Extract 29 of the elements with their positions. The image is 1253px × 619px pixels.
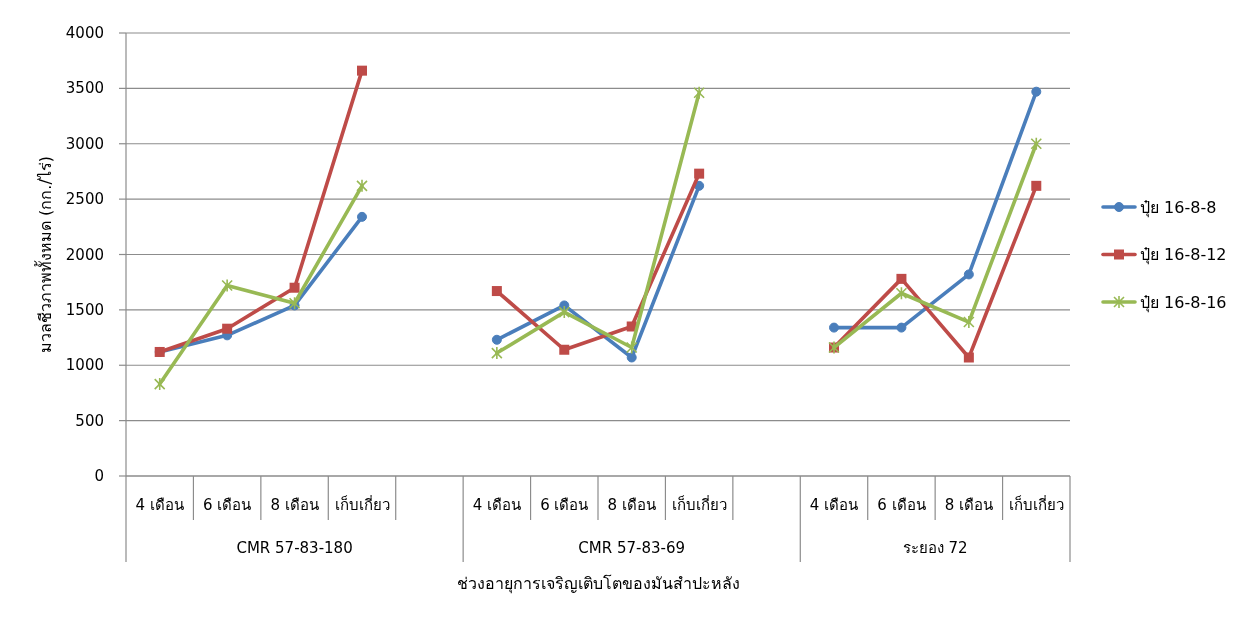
y-tick-label: 3000 (65, 134, 104, 153)
x-tick-label: 4 เดือน (135, 496, 184, 514)
x-tick-label: 4 เดือน (809, 496, 859, 514)
x-tick-label: เก็บเกี่ยว (334, 496, 390, 514)
group-label: CMR 57-83-69 (578, 539, 686, 557)
x-tick-label: 8 เดือน (944, 496, 993, 514)
y-tick-label: 0 (94, 467, 104, 485)
x-tick-label: 6 เดือน (877, 496, 926, 514)
x-tick-label: 6 เดือน (540, 496, 589, 514)
legend-label: ปุ๋ย 16-8-16 (1140, 292, 1227, 313)
group-label: CMR 57-83-180 (236, 539, 353, 557)
y-tick-label: 3500 (65, 79, 104, 98)
legend-label: ปุ๋ย 16-8-12 (1140, 245, 1227, 265)
x-tick-label: เก็บเกี่ยว (1008, 496, 1064, 514)
x-axis-title: ช่วงอายุการเจริญเติบโตของมันสำปะหลัง (456, 573, 740, 593)
y-tick-label: 2500 (65, 190, 104, 209)
y-tick-label: 500 (75, 411, 104, 430)
y-tick-label: 1500 (65, 300, 104, 319)
y-axis-title: มวลชีวภาพทั้งหมด (กก./ไร่) (35, 156, 55, 353)
y-tick-label: 1000 (65, 356, 104, 375)
x-tick-label: 4 เดือน (472, 496, 521, 514)
x-tick-label: 6 เดือน (203, 496, 252, 514)
x-tick-label: 8 เดือน (270, 496, 319, 514)
group-label: ระยอง 72 (902, 539, 968, 557)
legend-label: ปุ๋ย 16-8-8 (1140, 197, 1217, 218)
y-tick-label: 2000 (65, 245, 104, 264)
x-tick-label: 8 เดือน (607, 496, 656, 514)
y-tick-label: 4000 (65, 24, 104, 42)
x-tick-label: เก็บเกี่ยว (671, 496, 727, 514)
